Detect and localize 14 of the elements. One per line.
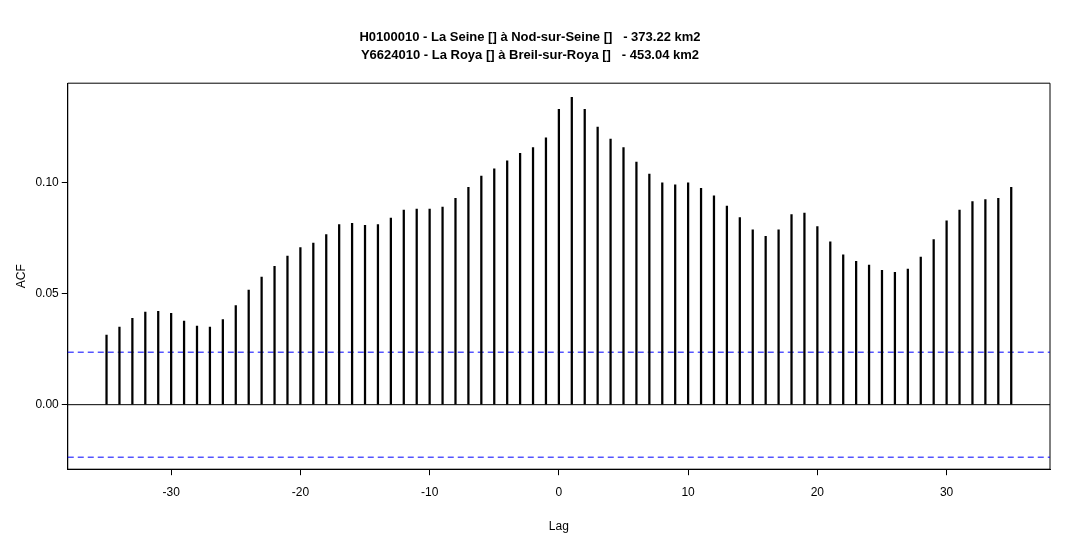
x-tick-label: 10 [681, 484, 696, 499]
x-tick-label: 0 [555, 484, 563, 499]
x-tick-label: -20 [291, 484, 310, 499]
y-tick-label: 0.10 [35, 174, 60, 189]
y-tick-label: 0.05 [35, 285, 60, 300]
x-tick-label: -10 [420, 484, 439, 499]
chart-title: H0100010 - La Seine [] à Nod-sur-Seine [] - 373.22 km2 [359, 29, 701, 45]
x-tick-label: -30 [162, 484, 181, 499]
x-axis-title: Lag [548, 519, 569, 534]
chart-subtitle: Y6624010 - La Roya [] à Breil-sur-Roya [] - 453.04 km2 [360, 46, 700, 62]
y-axis-title: ACF [13, 264, 28, 289]
x-tick-label: 20 [810, 484, 825, 499]
x-tick-label: 30 [939, 484, 954, 499]
y-tick-label: 0.00 [35, 396, 60, 411]
